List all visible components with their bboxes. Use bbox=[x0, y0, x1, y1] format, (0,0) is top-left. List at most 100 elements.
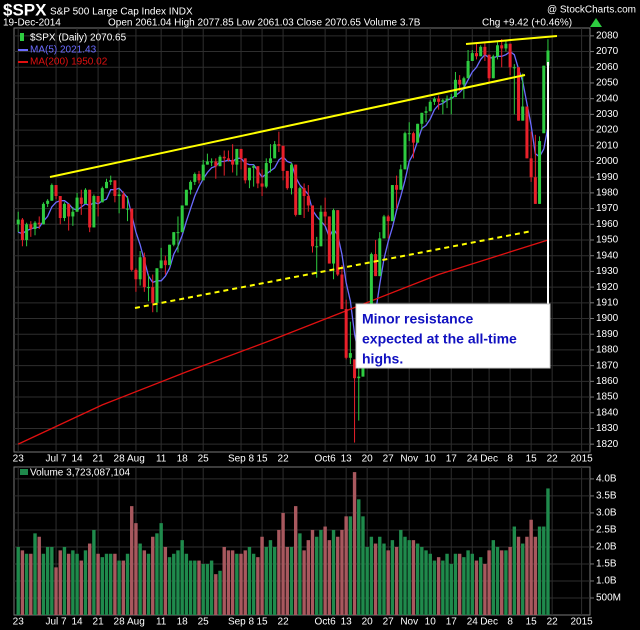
x-tick-label: 17 bbox=[446, 454, 458, 465]
x-tick-label: 11 bbox=[156, 617, 167, 628]
candle-body bbox=[151, 287, 155, 303]
volume-bar bbox=[159, 523, 163, 615]
y-tick-label: 1970 bbox=[596, 203, 619, 214]
volume-bar bbox=[533, 536, 538, 615]
x-tick-label: 22 bbox=[278, 617, 290, 628]
y-tick-label: 2040 bbox=[596, 93, 619, 104]
candle-body bbox=[474, 53, 478, 57]
x-tick-label: 21 bbox=[93, 617, 105, 628]
candle-body bbox=[168, 244, 172, 266]
candle-body bbox=[193, 174, 197, 182]
candle-body bbox=[172, 232, 176, 245]
candle-body bbox=[496, 45, 500, 57]
candle-body bbox=[344, 309, 348, 358]
x-tick-label: 22 bbox=[547, 454, 559, 465]
volume-bar bbox=[315, 536, 319, 615]
volume-bar bbox=[399, 529, 403, 615]
volume-bar bbox=[37, 536, 41, 615]
candle-body bbox=[453, 79, 457, 98]
legend-label: Volume 3,723,087,104 bbox=[30, 468, 131, 479]
candle-body bbox=[180, 205, 184, 233]
x-tick-label: 23 bbox=[13, 617, 25, 628]
candle-body bbox=[390, 185, 394, 222]
volume-bar bbox=[428, 553, 432, 615]
volume-bar bbox=[462, 557, 466, 615]
y-tick-label: 1990 bbox=[596, 172, 619, 183]
volume-bar bbox=[432, 560, 437, 615]
volume-bar bbox=[264, 546, 268, 615]
candle-body bbox=[369, 254, 373, 313]
x-tick-label: 24 bbox=[467, 454, 479, 465]
y-tick-label: 1940 bbox=[596, 250, 619, 261]
x-tick-label: Nov bbox=[400, 617, 418, 628]
candle-body bbox=[281, 145, 285, 171]
volume-bar bbox=[436, 557, 441, 615]
x-tick-label: 8 bbox=[507, 454, 513, 465]
candle-body bbox=[210, 161, 214, 163]
volume-bar bbox=[125, 553, 130, 615]
y-tick-label: 1950 bbox=[596, 235, 619, 246]
volume-bar bbox=[33, 533, 37, 615]
legend-icon bbox=[20, 469, 28, 475]
candle-body bbox=[117, 194, 121, 197]
candle-body bbox=[58, 196, 62, 219]
candle-body bbox=[420, 112, 424, 124]
y-tick-label: 1850 bbox=[596, 392, 619, 403]
volume-bar bbox=[193, 560, 197, 615]
candle-body bbox=[512, 67, 516, 69]
x-tick-label: 2015 bbox=[570, 454, 593, 465]
volume-bar bbox=[172, 553, 176, 615]
volume-bar bbox=[251, 553, 256, 615]
candle-body bbox=[83, 189, 87, 204]
y-tick-label: 3.0B bbox=[596, 508, 617, 519]
candle-body bbox=[247, 167, 251, 181]
volume-bar bbox=[113, 553, 117, 615]
volume-bar bbox=[201, 563, 205, 615]
volume-bar bbox=[260, 536, 264, 615]
volume-bar bbox=[302, 550, 306, 615]
volume-bar bbox=[100, 557, 104, 615]
volume-bar bbox=[188, 560, 193, 615]
volume-bar bbox=[256, 557, 260, 615]
volume-bar bbox=[420, 546, 424, 615]
date: 19-Dec-2014 bbox=[3, 18, 61, 29]
candle-body bbox=[378, 238, 382, 277]
y-tick-label: 1980 bbox=[596, 188, 619, 199]
volume-bar bbox=[121, 560, 126, 615]
candle-body bbox=[88, 189, 92, 228]
candle-body bbox=[264, 163, 268, 187]
chart-title: $SPX bbox=[3, 0, 47, 19]
volume-bar bbox=[449, 563, 453, 615]
candle-body bbox=[504, 43, 508, 49]
y-tick-label: 1840 bbox=[596, 407, 619, 418]
x-tick-label: Dec bbox=[480, 617, 498, 628]
candle-body bbox=[67, 203, 71, 217]
y-tick-label: 2000 bbox=[596, 156, 619, 167]
candle-body bbox=[382, 216, 386, 239]
volume-bar bbox=[495, 546, 500, 615]
candle-body bbox=[96, 196, 100, 203]
volume-bar bbox=[331, 529, 336, 615]
candle-body bbox=[159, 260, 163, 269]
candle-body bbox=[546, 50, 550, 66]
y-tick-label: 4.0B bbox=[596, 474, 617, 485]
candle-body bbox=[277, 144, 281, 146]
candle-body bbox=[243, 158, 247, 181]
volume-bar bbox=[386, 550, 390, 615]
candle-body bbox=[449, 97, 453, 99]
legend-label: MA(200) 1950.02 bbox=[30, 57, 108, 68]
candle-body bbox=[327, 216, 331, 264]
candle-body bbox=[298, 188, 302, 215]
candle-body bbox=[147, 287, 151, 289]
candle-body bbox=[529, 158, 533, 178]
candle-body bbox=[395, 185, 399, 190]
x-tick-label: 20 bbox=[362, 617, 374, 628]
volume-bar bbox=[390, 540, 395, 615]
volume-bar bbox=[184, 553, 189, 615]
candle-body bbox=[294, 164, 298, 215]
volume-bar bbox=[525, 536, 529, 615]
volume-bar bbox=[336, 536, 340, 615]
volume-bar bbox=[272, 546, 277, 615]
x-tick-label: 22 bbox=[278, 454, 290, 465]
